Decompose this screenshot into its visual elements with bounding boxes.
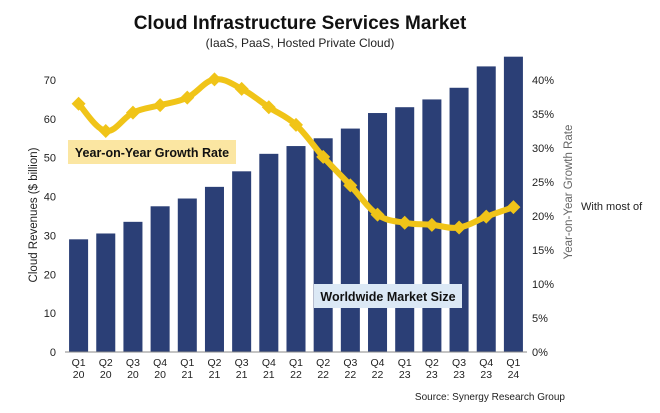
x-tick-label: Q4 23 bbox=[479, 357, 493, 381]
x-tick-label: Q4 20 bbox=[153, 357, 167, 381]
y-tick-label: 60 bbox=[44, 114, 56, 126]
growth-point bbox=[153, 98, 168, 113]
growth-line-series bbox=[71, 72, 521, 235]
y2-tick-label: 30% bbox=[532, 143, 554, 155]
bar bbox=[259, 153, 279, 352]
y2-tick-label: 20% bbox=[532, 211, 554, 223]
growth-point bbox=[343, 178, 358, 193]
growth-point bbox=[98, 124, 113, 138]
bar bbox=[476, 66, 496, 353]
x-tick-label: Q3 22 bbox=[343, 357, 357, 381]
x-tick-label: Q1 20 bbox=[72, 357, 86, 381]
y-axis-label: Cloud Revenues ($ billion) bbox=[28, 147, 40, 282]
x-axis: Q1 20 Q2 20 Q3 20 Q4 20 Q1 21 Q2 21 Q3 21 Q4 21 Q1 22 Q2 22… bbox=[72, 357, 521, 381]
y-tick-label: 30 bbox=[44, 230, 56, 242]
market-size-label: Worldwide Market Size bbox=[320, 290, 455, 304]
growth-point bbox=[479, 209, 494, 224]
y2-tick-label: 40% bbox=[532, 75, 554, 87]
x-tick-label: Q2 21 bbox=[207, 357, 221, 381]
x-tick-label: Q1 22 bbox=[289, 357, 303, 381]
growth-point bbox=[180, 90, 195, 105]
chart-subtitle: (IaaS, PaaS, Hosted Private Cloud) bbox=[206, 36, 395, 50]
x-tick-label: Q4 22 bbox=[371, 357, 385, 381]
y-tick-label: 70 bbox=[44, 75, 56, 87]
growth-point bbox=[452, 220, 467, 235]
y2-tick-label: 15% bbox=[532, 245, 554, 257]
x-tick-label: Q3 23 bbox=[452, 357, 466, 381]
bar bbox=[96, 233, 116, 352]
y2-tick-label: 10% bbox=[532, 279, 554, 291]
growth-rate-label: Year-on-Year Growth Rate bbox=[75, 146, 229, 160]
bar bbox=[204, 186, 224, 352]
bar bbox=[123, 221, 143, 352]
bar bbox=[150, 206, 170, 352]
bar bbox=[368, 113, 388, 353]
x-tick-label: Q2 22 bbox=[316, 357, 330, 381]
y-tick-label: 0 bbox=[50, 347, 56, 359]
source-note: Source: Synergy Research Group bbox=[415, 392, 566, 403]
x-tick-label: Q2 20 bbox=[99, 357, 113, 381]
x-tick-label: Q1 21 bbox=[180, 357, 194, 381]
growth-point bbox=[424, 217, 439, 232]
x-tick-label: Q3 20 bbox=[126, 357, 140, 381]
growth-point bbox=[316, 149, 331, 164]
y-tick-label: 20 bbox=[44, 269, 56, 281]
market-size-label-box bbox=[314, 284, 462, 308]
bar bbox=[69, 239, 89, 352]
growth-point bbox=[234, 81, 249, 96]
y-axis-left: 0 10 20 30 40 50 60 70 bbox=[44, 75, 56, 359]
x-tick-label: Q1 24 bbox=[506, 357, 520, 381]
growth-point bbox=[207, 72, 222, 87]
growth-point bbox=[71, 96, 86, 111]
y2-tick-label: 0% bbox=[532, 347, 548, 359]
bar bbox=[177, 198, 197, 352]
growth-point bbox=[261, 100, 276, 115]
x-tick-label: Q3 21 bbox=[235, 357, 249, 381]
chart-title: Cloud Infrastructure Services Market bbox=[134, 13, 467, 34]
bar bbox=[286, 146, 306, 352]
y2-tick-label: 35% bbox=[532, 109, 554, 121]
bar bbox=[340, 128, 360, 352]
y-tick-label: 50 bbox=[44, 153, 56, 165]
growth-point bbox=[370, 207, 385, 222]
side-note-text: With most of bbox=[581, 201, 643, 213]
y2-axis-label: Year-on-Year Growth Rate bbox=[563, 125, 575, 260]
x-tick-label: Q1 23 bbox=[398, 357, 412, 381]
growth-rate-label-box bbox=[68, 140, 236, 164]
growth-point bbox=[506, 200, 521, 215]
y-tick-label: 10 bbox=[44, 308, 56, 320]
bar bbox=[449, 87, 469, 353]
bar bbox=[232, 171, 252, 352]
y-axis-right: 0% 5% 10% 15% 20% 25% 30% 35% 40% bbox=[532, 75, 554, 359]
growth-point bbox=[397, 215, 412, 230]
growth-point bbox=[125, 105, 140, 120]
y-tick-label: 40 bbox=[44, 192, 56, 204]
y2-tick-label: 5% bbox=[532, 313, 548, 325]
y2-tick-label: 25% bbox=[532, 177, 554, 189]
x-tick-label: Q2 23 bbox=[425, 357, 439, 381]
x-tick-label: Q4 21 bbox=[262, 357, 276, 381]
growth-point bbox=[289, 117, 303, 132]
bar bbox=[313, 138, 333, 352]
